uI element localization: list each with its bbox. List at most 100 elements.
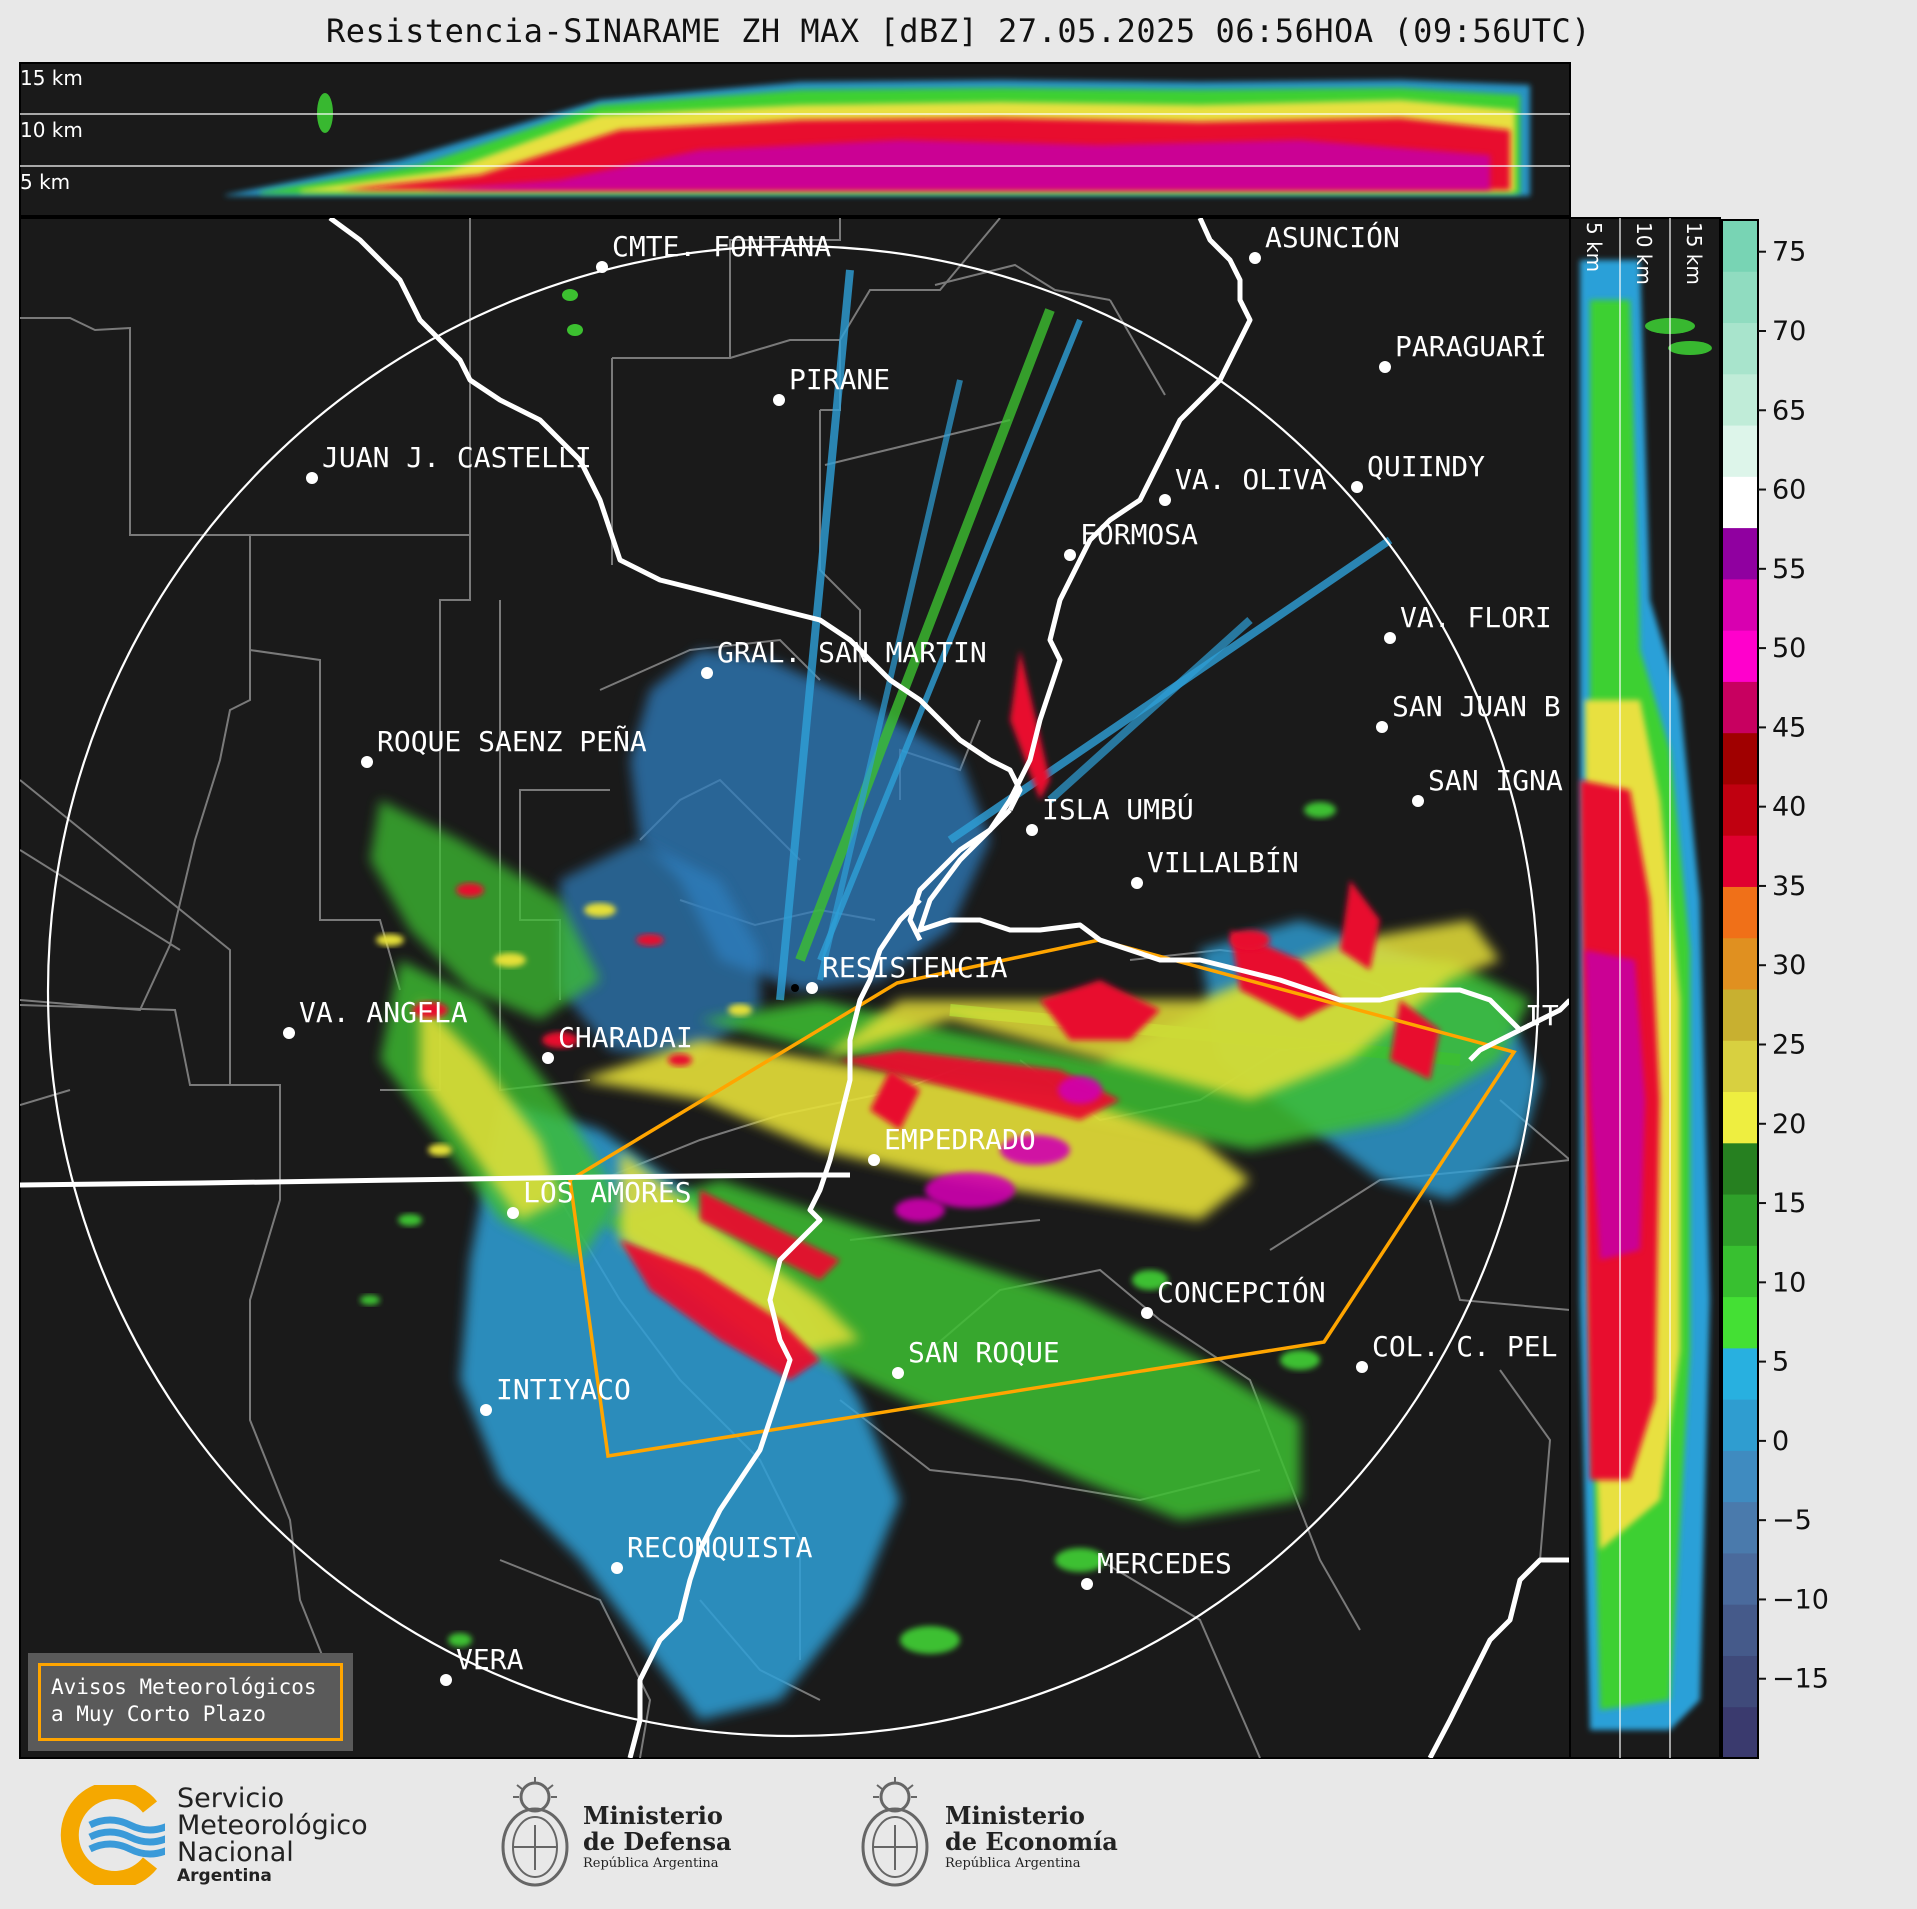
city-label: INTIYACO [496,1373,631,1406]
colorbar-swatch [1722,425,1758,477]
city-marker [440,1674,452,1686]
city-label: ROQUE SAENZ PEÑA [377,724,647,758]
city-label: CONCEPCIÓN [1157,1275,1326,1309]
city-markers [283,252,1424,1686]
city-marker [868,1154,880,1166]
colorbar-tick-label: 55 [1772,554,1806,585]
city-label: IT [1525,999,1559,1032]
colorbar-tick-label: −15 [1772,1664,1829,1695]
city-marker [1064,549,1076,561]
colorbar-swatch [1722,527,1758,580]
economia-line-2: de Economía [945,1827,1118,1856]
colorbar-tick-label: 20 [1772,1109,1806,1140]
map-title: Resistencia-SINARAME ZH MAX [dBZ] 27.05.… [326,12,1591,50]
city-marker [1376,721,1388,733]
colorbar-swatch [1722,937,1758,990]
coat-of-arms-icon [861,1777,929,1887]
city-label: QUIINDY [1367,450,1485,483]
defensa-line-3: República Argentina [583,1856,719,1871]
colorbar-swatch [1722,886,1758,939]
city-marker [480,1404,492,1416]
city-label: SAN IGNA [1428,764,1563,797]
colorbar-swatch [1722,1706,1758,1759]
colorbar-swatch [1722,1450,1758,1503]
colorbar-tick-label: 50 [1772,633,1806,664]
economia-logo: Ministerio de Economía República Argenti… [855,1775,1175,1895]
colorbar-swatch [1722,322,1758,375]
city-marker [1412,795,1424,807]
top-height-label-10: 10 km [20,118,83,142]
city-marker [1141,1307,1153,1319]
city-marker [542,1052,554,1064]
economia-line-3: República Argentina [945,1856,1081,1871]
city-marker [1131,877,1143,889]
coat-of-arms-icon [501,1777,569,1887]
radar-map: CMTE. FONTANA ASUNCIÓN PARAGUARÍ PIRANE … [19,217,1571,1759]
city-marker [1351,481,1363,493]
top-height-label-15: 15 km [20,66,83,90]
city-marker [596,261,608,273]
colorbar-tick-label: 40 [1772,792,1806,823]
city-marker [1356,1361,1368,1373]
colorbar-swatch [1722,1347,1758,1400]
city-label: SAN ROQUE [908,1336,1060,1369]
city-label: VA. FLORI [1400,601,1552,634]
top-cross-section [19,62,1571,217]
borders-rivers [20,218,1570,1758]
defensa-line-2: de Defensa [583,1827,732,1856]
colorbar-swatch [1722,1655,1758,1708]
city-label: CMTE. FONTANA [612,230,831,263]
smn-logo: Servicio Meteorológico Nacional Argentin… [55,1785,395,1886]
city-labels: CMTE. FONTANA ASUNCIÓN PARAGUARÍ PIRANE … [299,220,1563,1676]
city-label: LOS AMORES [523,1176,692,1209]
colorbar-swatch [1722,1604,1758,1656]
economia-line-1: Ministerio [945,1801,1085,1830]
city-marker [1384,632,1396,644]
city-marker [806,982,818,994]
smn-logo-icon [60,1785,165,1885]
defensa-logo: Ministerio de Defensa República Argentin… [495,1775,795,1895]
city-label: SAN JUAN B [1392,690,1561,723]
top-height-label-5: 5 km [20,170,71,194]
city-marker [1249,252,1261,264]
city-label: VA. ANGELA [299,996,468,1029]
city-marker [1379,361,1391,373]
smn-line-2: Meteorológico [177,1810,368,1841]
city-marker [1159,494,1171,506]
city-marker [1026,824,1038,836]
legend-line-1: Avisos Meteorológicos [51,1675,317,1699]
colorbar-tick-label: 45 [1772,712,1806,743]
smn-line-4: Argentina [177,1866,272,1886]
colorbar-tick-label: 60 [1772,475,1806,506]
colorbar-swatch [1722,220,1758,272]
colorbar-tick-label: 25 [1772,1029,1806,1060]
colorbar-swatch [1722,1552,1758,1605]
side-height-label-10: 10 km [1632,222,1656,285]
city-label: VA. OLIVA [1175,463,1327,496]
city-label: GRAL. SAN MARTIN [717,636,987,669]
side-height-label-5: 5 km [1582,222,1606,273]
colorbar-swatch [1722,1501,1758,1554]
colorbar-tick-label: 5 [1772,1347,1789,1378]
defensa-line-1: Ministerio [583,1801,723,1830]
radar-site-marker [791,984,799,992]
colorbar-tick-label: 65 [1772,395,1806,426]
colorbar-swatch [1722,1245,1758,1298]
city-label: FORMOSA [1080,518,1198,551]
colorbar-swatch [1722,835,1758,887]
colorbar-swatch [1722,476,1758,529]
city-label: PARAGUARÍ [1395,329,1547,363]
legend-line-2: a Muy Corto Plazo [51,1702,266,1726]
colorbar-tick-label: 0 [1772,1426,1789,1457]
colorbar-swatch [1722,373,1758,426]
colorbar-tick-label: −10 [1772,1584,1829,1615]
city-label: ASUNCIÓN [1265,220,1400,254]
city-label: ISLA UMBÚ [1042,792,1194,826]
colorbar-tick-label: 15 [1772,1188,1806,1219]
warning-legend-box: Avisos Meteorológicos a Muy Corto Plazo [28,1653,353,1751]
city-label: RESISTENCIA [822,951,1008,984]
colorbar-tick-label: 70 [1772,316,1806,347]
colorbar-swatch [1722,1142,1758,1195]
